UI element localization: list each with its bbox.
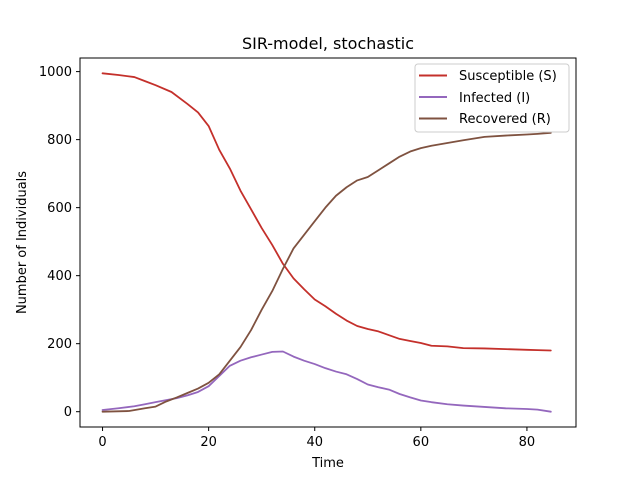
- x-tick-label: 80: [519, 435, 536, 450]
- chart-title: SIR-model, stochastic: [242, 34, 414, 53]
- y-tick-label: 400: [47, 269, 72, 284]
- series-layer: [101, 72, 552, 413]
- y-axis-ticks: 0 200 400 600 800 1000: [39, 65, 80, 420]
- y-axis-label: Number of Individuals: [15, 171, 30, 314]
- y-tick-label: 600: [47, 201, 72, 216]
- legend-label-infected: Infected (I): [459, 91, 530, 106]
- x-tick-label: 0: [98, 435, 106, 450]
- axes-frame: [79, 57, 577, 428]
- x-tick-label: 60: [413, 435, 430, 450]
- y-tick-label: 0: [64, 405, 72, 420]
- series-line-recovered: [101, 131, 552, 413]
- y-tick-label: 1000: [39, 65, 72, 80]
- y-tick-label: 800: [47, 133, 72, 148]
- x-tick-label: 40: [306, 435, 323, 450]
- x-tick-label: 20: [200, 435, 217, 450]
- y-tick-label: 200: [47, 337, 72, 352]
- legend-label-recovered: Recovered (R): [459, 112, 551, 127]
- legend-label-susceptible: Susceptible (S): [459, 69, 557, 84]
- legend: Susceptible (S) Infected (I) Recovered (…: [414, 63, 570, 133]
- series-line-susceptible: [101, 72, 552, 352]
- x-axis-ticks: 0 20 40 60 80: [98, 427, 535, 450]
- x-axis-label: Time: [311, 456, 344, 471]
- legend-box: [414, 63, 570, 133]
